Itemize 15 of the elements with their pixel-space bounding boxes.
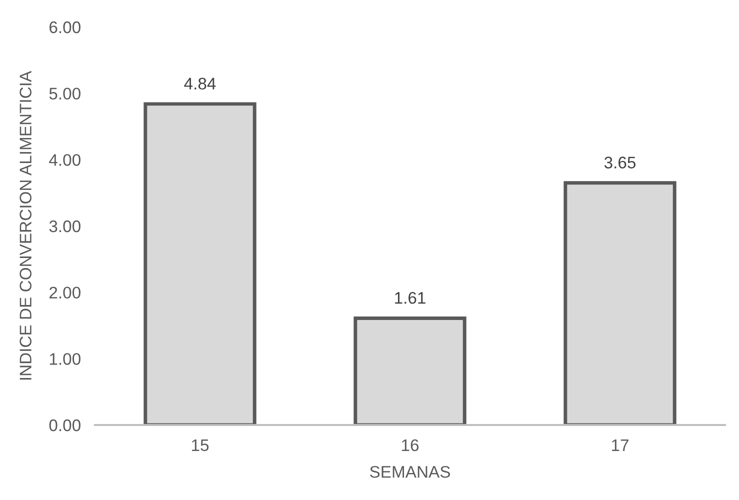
y-axis-title: INDICE DE CONVERCION ALIMENTICIA xyxy=(20,70,32,380)
y-tick-label: 0.00 xyxy=(49,419,80,432)
y-tick-label: 3.00 xyxy=(49,220,80,232)
y-tick-label: 6.00 xyxy=(50,21,80,34)
x-tick-label: 15 xyxy=(192,440,209,452)
x-axis-title: SEMANAS xyxy=(370,466,450,478)
data-label: 1.61 xyxy=(395,292,426,304)
y-tick-label: 2.00 xyxy=(50,286,80,299)
y-tick-label: 4.00 xyxy=(49,154,80,166)
data-label: 4.84 xyxy=(184,78,216,90)
y-tick-label: 5.00 xyxy=(49,88,80,100)
x-tick-label: 17 xyxy=(612,440,628,451)
data-label: 3.65 xyxy=(604,156,636,168)
y-tick-label: 1.00 xyxy=(50,353,80,365)
x-tick-label: 16 xyxy=(402,439,419,452)
